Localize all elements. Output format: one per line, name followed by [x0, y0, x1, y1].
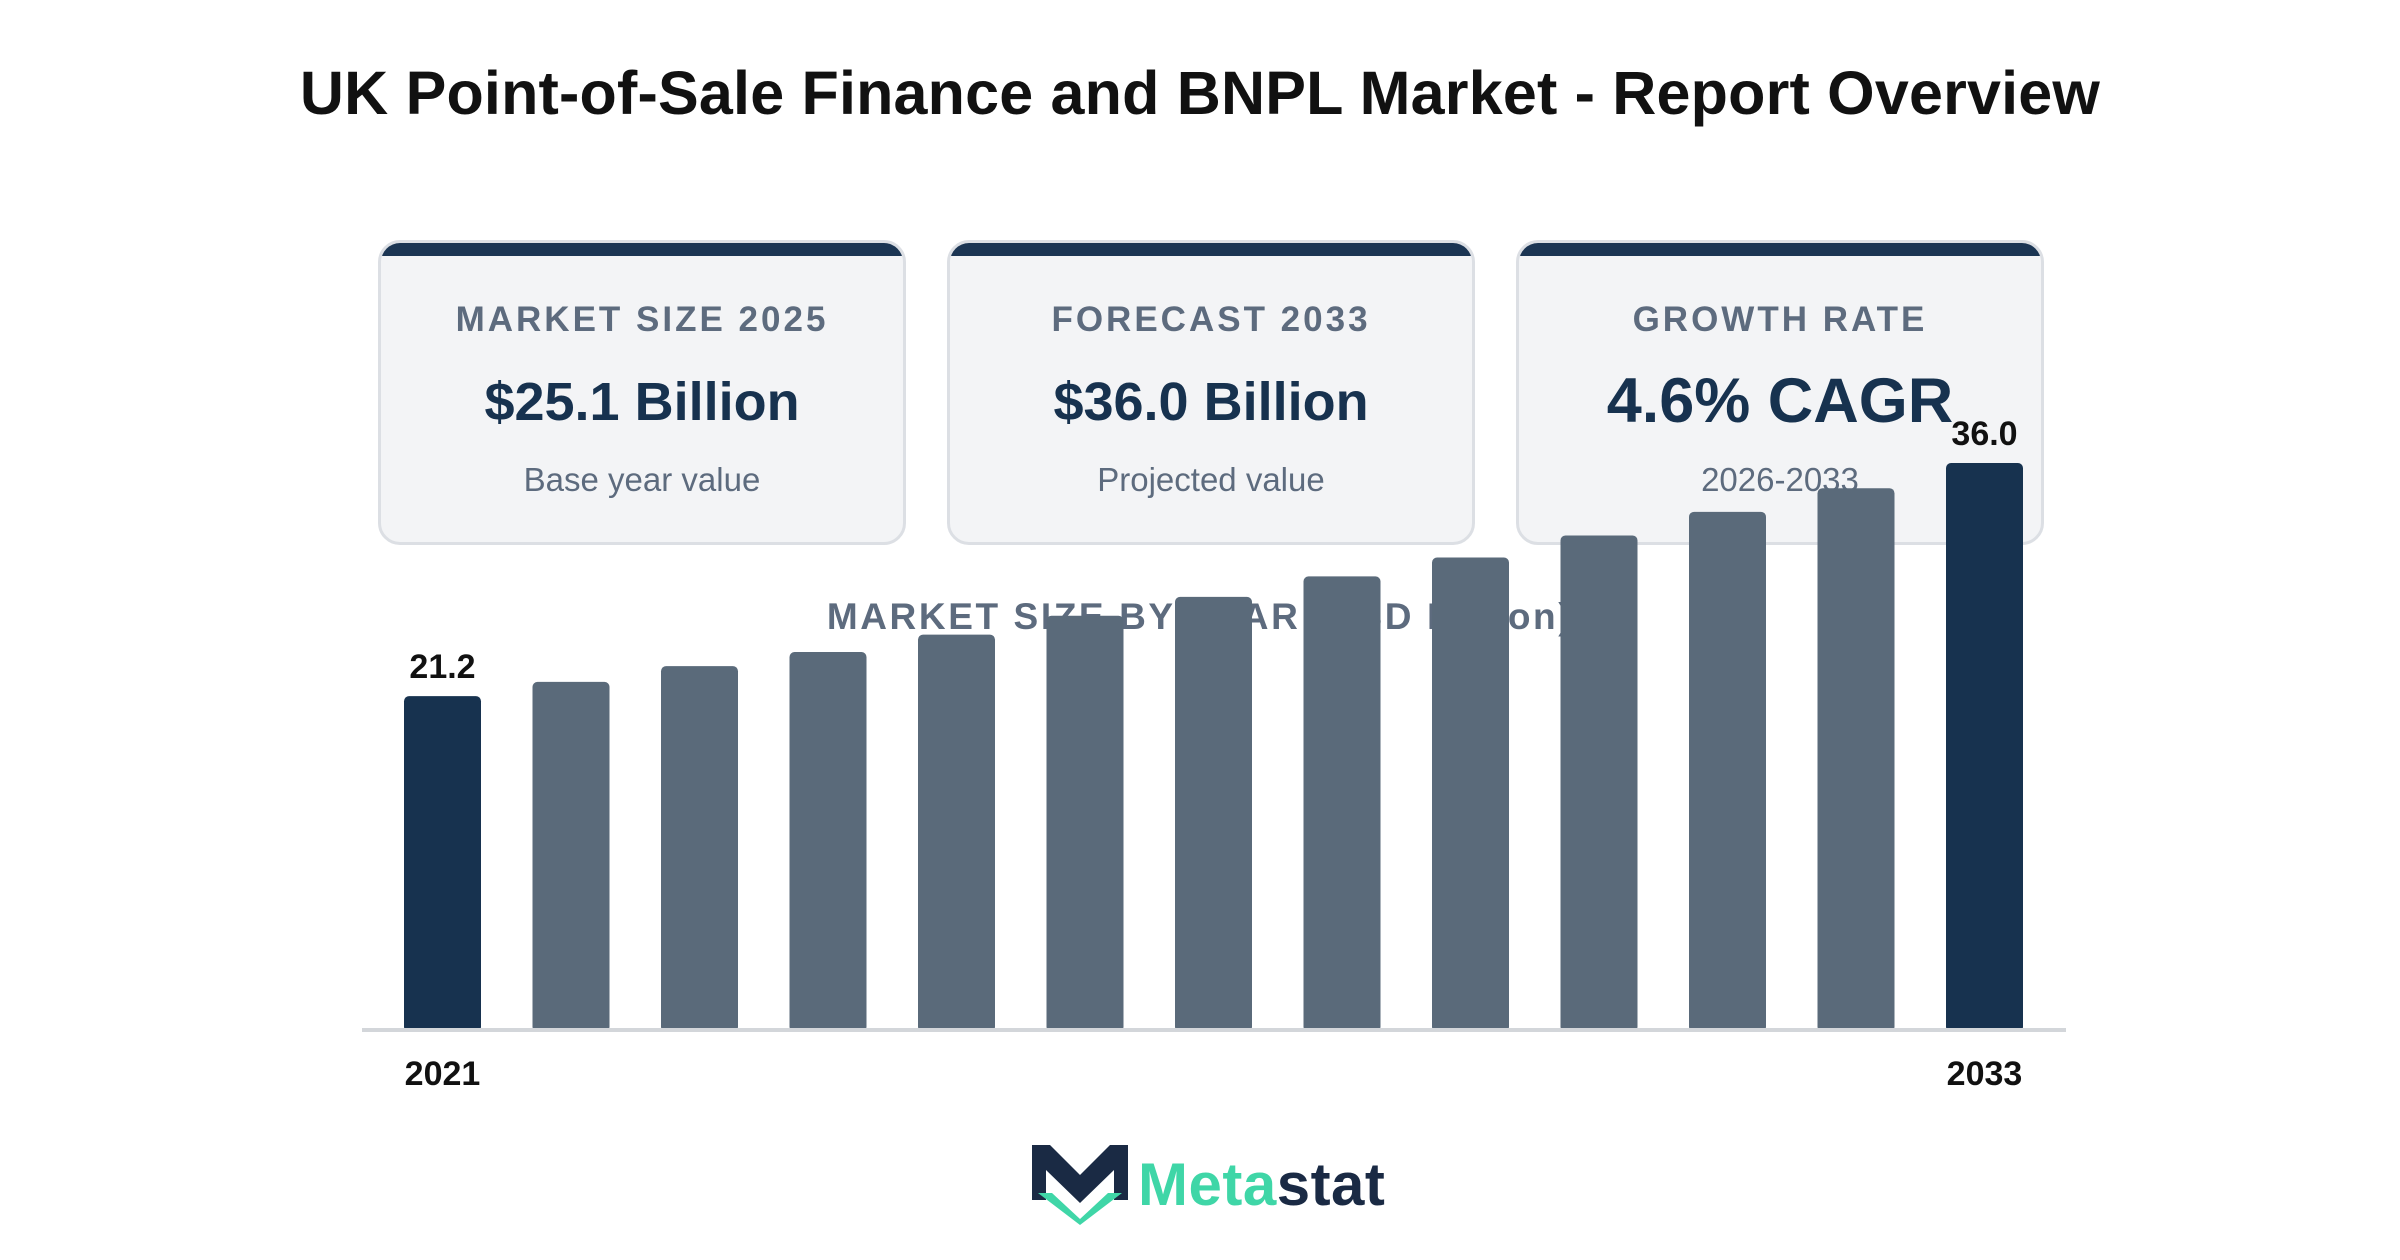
bar-2029: [1432, 557, 1509, 1032]
card-value: $25.1 Billion: [484, 372, 800, 432]
tick-label-2033: 2033: [1947, 1055, 2023, 1093]
bar-2031: [1689, 511, 1766, 1032]
card-subtitle: Projected value: [1097, 461, 1325, 498]
card-accent-bar: [1519, 243, 2041, 256]
card-value: 4.6% CAGR: [1606, 366, 1954, 436]
bar-2024: [789, 652, 867, 1032]
card-accent-bar: [950, 243, 1472, 256]
bar-chart: 21.2 2021 36.0 2033: [362, 415, 2066, 1093]
brand-name-part2: stat: [1276, 1151, 1386, 1218]
bar-2022: [532, 681, 610, 1032]
growth-rate-card: GROWTH RATE 4.6% CAGR 2026-2033: [1516, 240, 2044, 545]
tick-label-2021: 2021: [405, 1055, 481, 1093]
bar-2023: [661, 666, 738, 1032]
label-group: 21.2 2021 36.0 2033: [405, 415, 2023, 1093]
page-title: UK Point-of-Sale Finance and BNPL Market…: [299, 59, 2101, 127]
market-size-card: MARKET SIZE 2025 $25.1 Billion Base year…: [378, 240, 906, 545]
bar-2026: [1046, 615, 1124, 1032]
bar-group: [404, 463, 2023, 1032]
value-label-2021: 21.2: [409, 648, 475, 686]
card-label: FORECAST 2033: [1051, 300, 1371, 339]
card-value: $36.0 Billion: [1053, 372, 1369, 432]
brand-name-part1: Meta: [1138, 1151, 1277, 1218]
bar-2021: [404, 696, 481, 1032]
bar-2027: [1175, 596, 1252, 1032]
value-label-2033: 36.0: [1951, 415, 2017, 453]
bar-2025: [918, 634, 995, 1032]
bar-2030: [1560, 535, 1638, 1032]
bar-2032: [1817, 488, 1895, 1032]
card-subtitle: Base year value: [523, 461, 761, 498]
card-accent-bar: [381, 243, 903, 256]
card-label: GROWTH RATE: [1632, 300, 1928, 339]
metastat-m-logo-icon: [1032, 1145, 1128, 1225]
forecast-card: FORECAST 2033 $36.0 Billion Projected va…: [947, 240, 1475, 545]
card-label: MARKET SIZE 2025: [455, 300, 829, 339]
brand-name: Metastat: [1138, 1150, 1385, 1219]
bar-2028: [1303, 576, 1381, 1032]
bar-2033: [1946, 463, 2023, 1032]
